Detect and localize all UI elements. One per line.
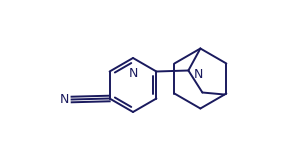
Text: N: N xyxy=(60,93,69,106)
Text: N: N xyxy=(128,67,138,80)
Text: N: N xyxy=(194,68,203,81)
